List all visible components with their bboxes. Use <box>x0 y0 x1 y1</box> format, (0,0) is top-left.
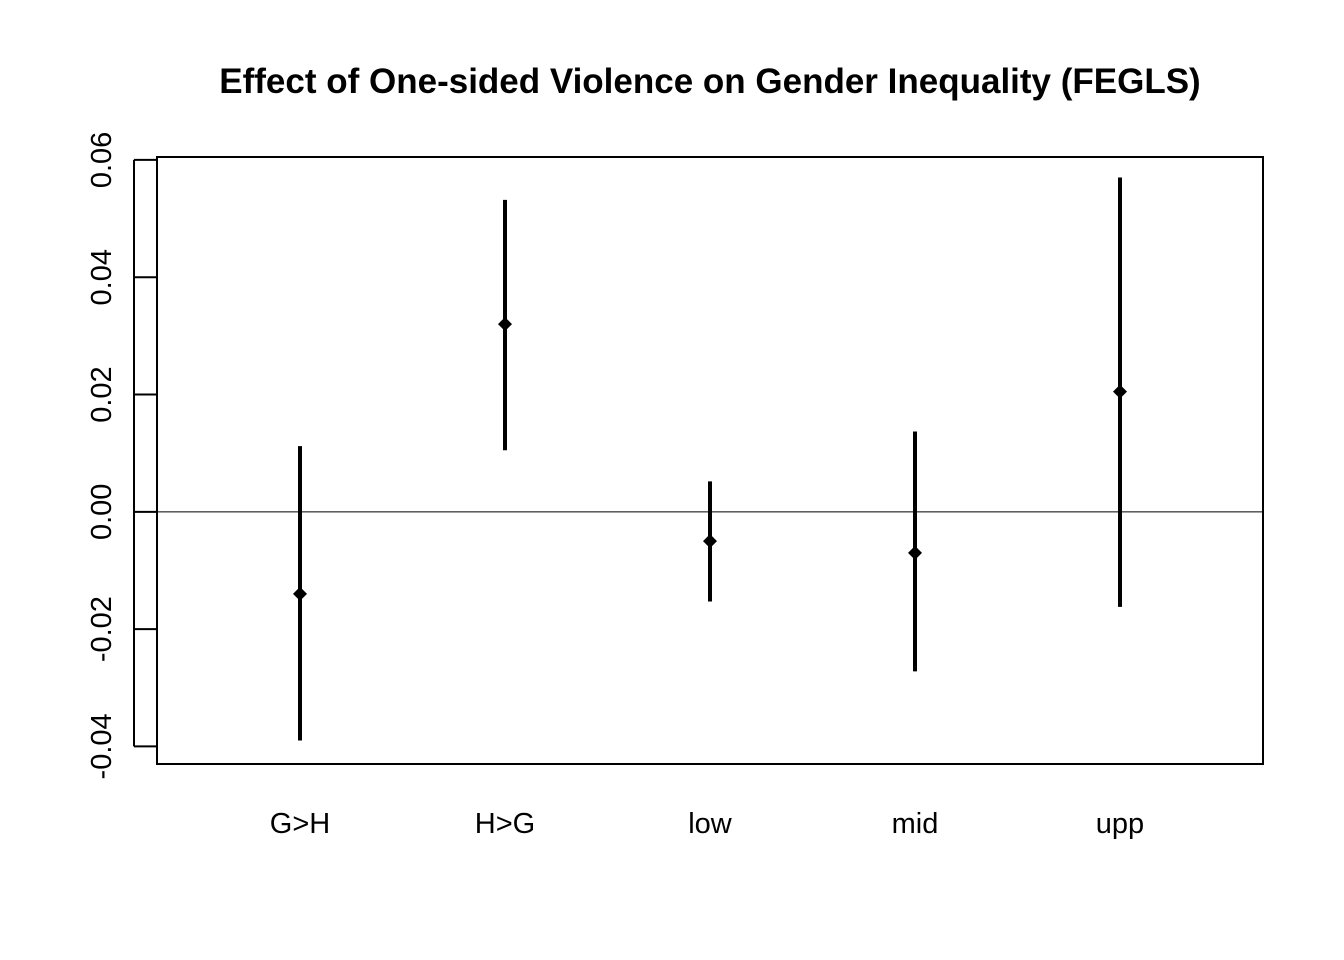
x-category-label: low <box>688 808 733 840</box>
x-category-label: upp <box>1096 808 1144 840</box>
chart-title: Effect of One-sided Violence on Gender I… <box>219 62 1200 101</box>
x-labels: G>H H>G low mid upp <box>270 808 1144 840</box>
y-axis: -0.04 -0.02 0.00 0.02 0.04 0.06 <box>86 132 157 779</box>
y-tick-label: 0.04 <box>86 249 118 305</box>
x-category-label: G>H <box>270 808 330 840</box>
y-tick-label: -0.02 <box>86 596 118 662</box>
x-category-label: H>G <box>475 808 535 840</box>
estimate-point-3 <box>908 545 922 560</box>
y-tick-label: 0.02 <box>86 366 118 422</box>
y-tick-label: 0.06 <box>86 132 118 188</box>
x-category-label: mid <box>892 808 939 840</box>
plot-frame <box>156 156 1264 765</box>
estimate-point-0 <box>293 586 307 601</box>
error-bars <box>298 177 1122 741</box>
y-tick-label: -0.04 <box>86 713 118 779</box>
estimate-point-1 <box>498 317 512 332</box>
points <box>293 317 1127 601</box>
estimate-point-4 <box>1113 384 1127 399</box>
y-tick-label: 0.00 <box>86 484 118 540</box>
estimate-point-2 <box>703 534 717 549</box>
